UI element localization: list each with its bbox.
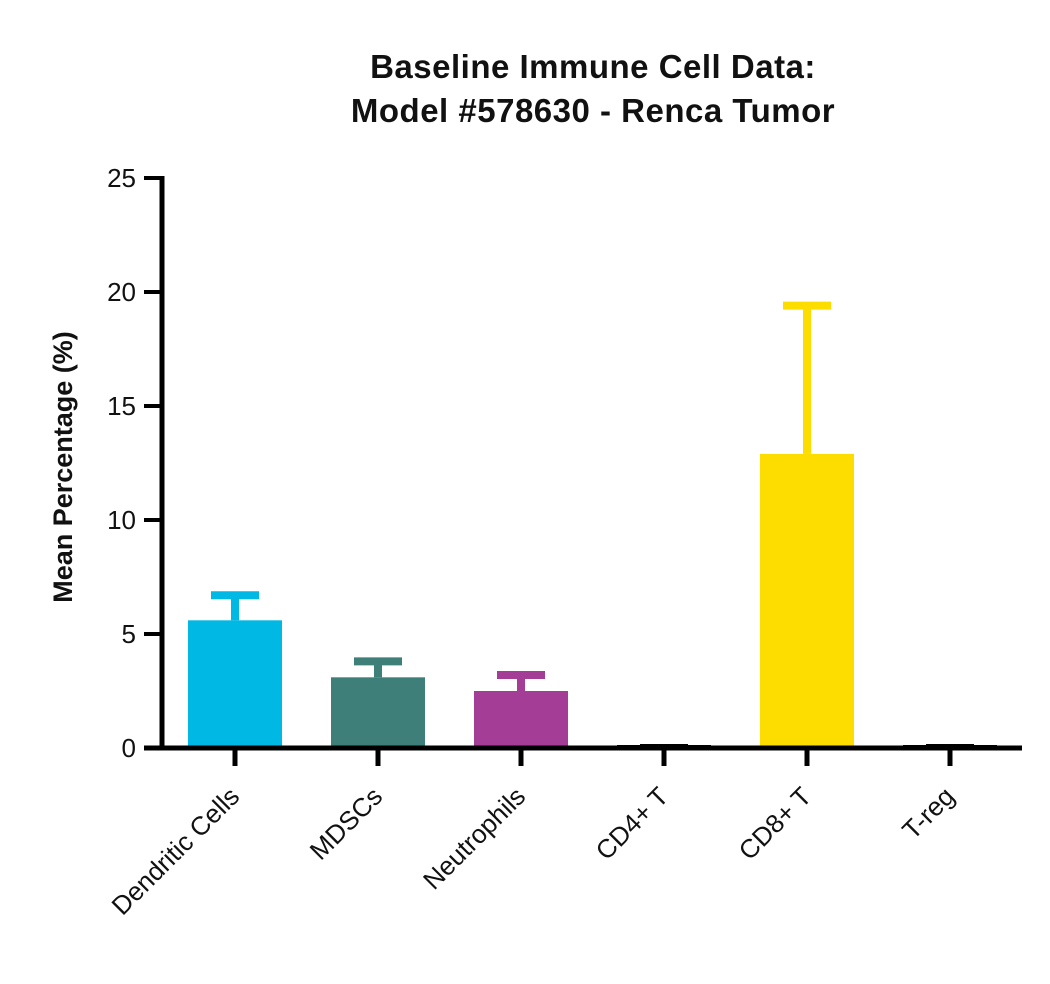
chart-title-line-1: Baseline Immune Cell Data:: [370, 48, 816, 85]
y-tick-label: 25: [107, 163, 136, 193]
y-tick-label: 5: [122, 619, 136, 649]
y-tick-label: 0: [122, 733, 136, 763]
y-axis-label: Mean Percentage (%): [48, 331, 78, 603]
x-category-label: Dendritic Cells: [106, 781, 246, 921]
chart-title-line-2: Model #578630 - Renca Tumor: [351, 92, 835, 129]
x-category-label: Neutrophils: [417, 781, 531, 895]
bar: [760, 453, 854, 748]
y-tick-label: 10: [107, 505, 136, 535]
bar: [331, 677, 425, 748]
bar: [188, 620, 282, 748]
x-category-label: CD8+ T: [733, 781, 818, 866]
plot-area: 0 5 10 15 20 25 Dendritic Cells MDSCs Neutrophil…: [106, 163, 1022, 921]
x-category-label: CD4+ T: [590, 781, 675, 866]
bar: [474, 691, 568, 748]
x-category-label: MDSCs: [304, 781, 389, 866]
y-tick-label: 15: [107, 391, 136, 421]
y-tick-label: 20: [107, 277, 136, 307]
x-category-label: T-reg: [896, 781, 960, 845]
